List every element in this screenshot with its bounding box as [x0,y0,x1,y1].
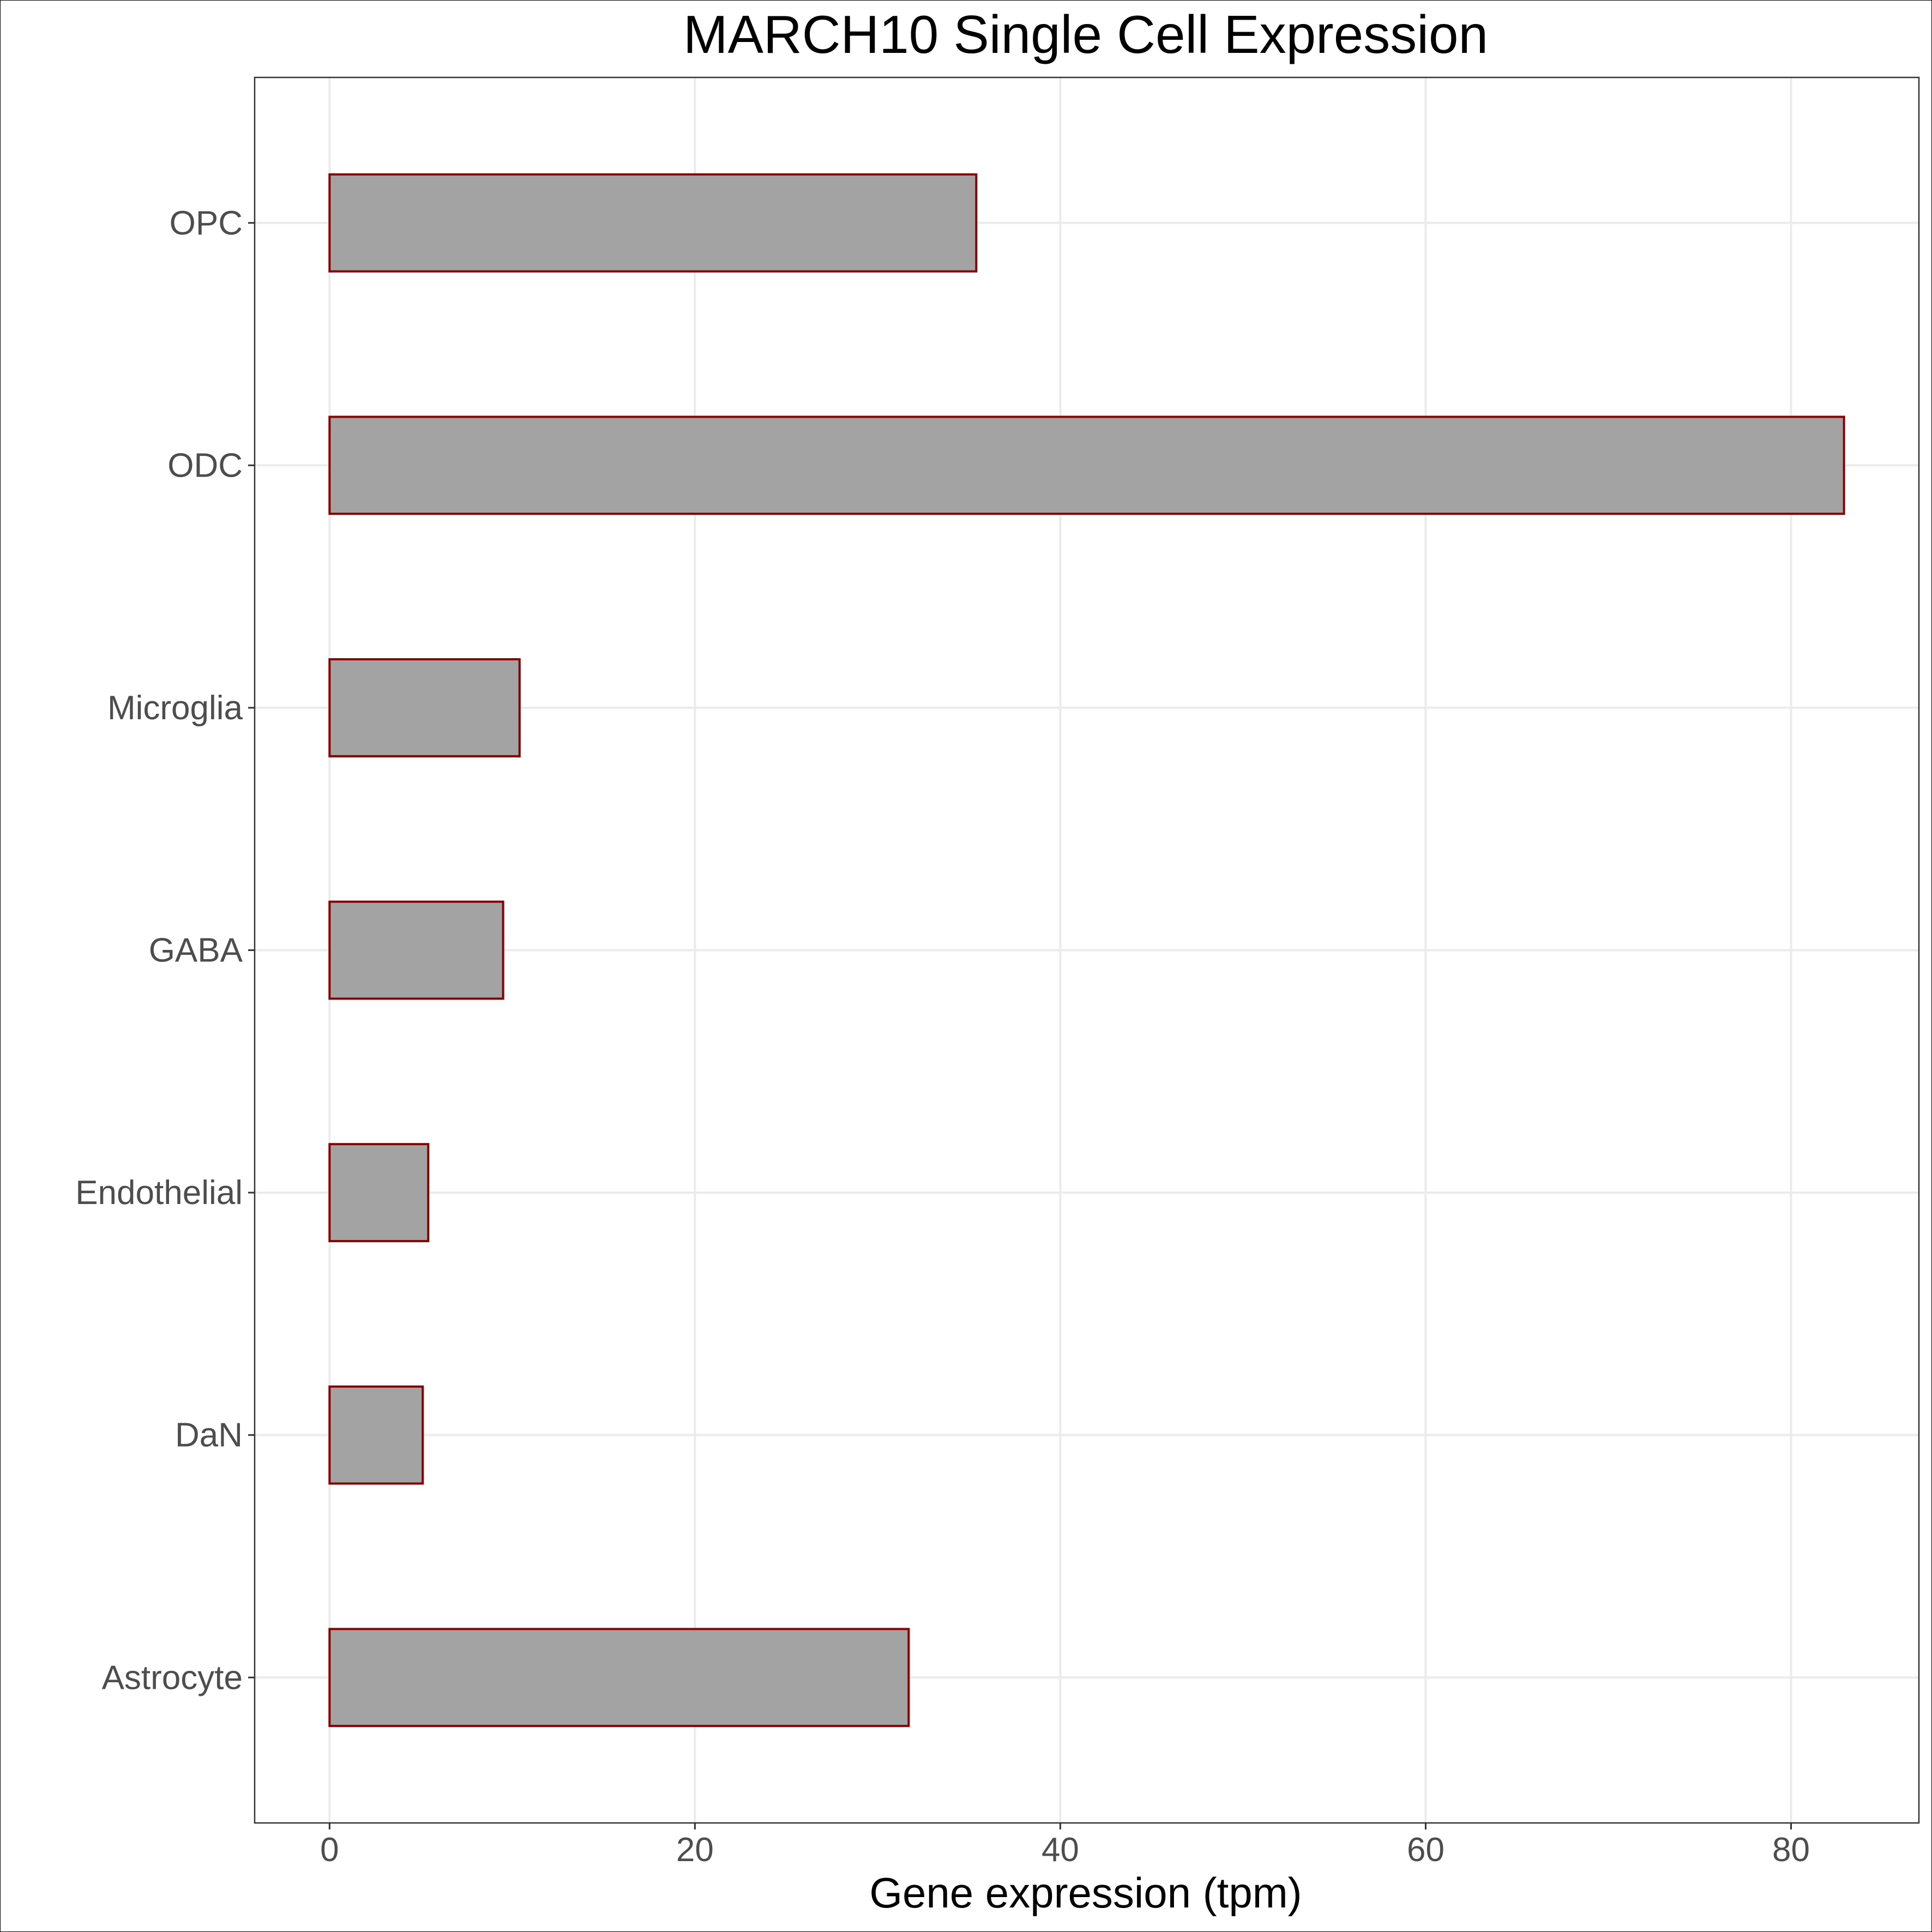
bar-odc [328,416,1845,515]
bar-endothelial [328,1143,430,1243]
y-tick-label: OPC [170,204,243,242]
bar-gaba [328,900,504,1000]
x-tick-label: 80 [1772,1831,1810,1869]
bars [328,173,1845,1728]
y-axis-ticks: Astrocyte DaN Endothelial GABA Microglia ODC O… [75,204,255,1696]
y-tick-label: Astrocyte [102,1659,243,1696]
bar-astrocyte [328,1628,910,1728]
x-tick-label: 0 [320,1831,339,1869]
x-tick-label: 60 [1407,1831,1445,1869]
x-tick-label: 20 [676,1831,714,1869]
bar-dan [328,1385,424,1485]
y-tick-label: GABA [149,932,243,970]
y-tick-label: ODC [167,447,243,484]
y-tick-label: Microglia [107,689,243,727]
x-tick-label: 40 [1042,1831,1079,1869]
y-tick-label: DaN [175,1417,243,1454]
bar-microglia [328,658,521,757]
x-axis-ticks: 0 20 40 60 80 [320,1823,1810,1869]
bar-opc [328,173,978,273]
x-axis-title: Gene expression (tpm) [869,1869,1302,1917]
chart-title: MARCH10 Single Cell Expression [683,4,1488,64]
grid-lines [255,77,1919,1823]
y-tick-label: Endothelial [75,1174,243,1212]
